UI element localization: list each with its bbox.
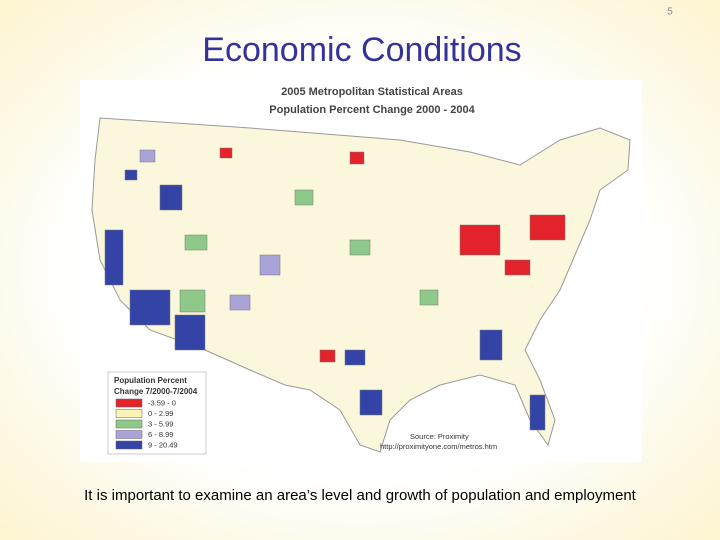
- region: [219, 147, 233, 159]
- region: [504, 259, 531, 276]
- region: [229, 294, 251, 311]
- region: [419, 289, 439, 306]
- region: [529, 394, 546, 431]
- legend-label: 3 - 5.99: [148, 419, 173, 428]
- region: [344, 349, 366, 366]
- legend-swatch: [115, 430, 143, 439]
- legend-label: 0 - 2.99: [148, 409, 173, 418]
- region: [139, 149, 156, 163]
- legend-label: 9 - 20.49: [148, 440, 178, 449]
- region: [184, 234, 208, 251]
- legend-title: Population Percent: [114, 376, 187, 385]
- map-image: 2005 Metropolitan Statistical Areas Popu…: [80, 80, 642, 462]
- legend-swatch: [115, 398, 143, 408]
- legend-swatch: [115, 440, 143, 450]
- legend-label: 6 - 8.99: [148, 430, 173, 439]
- region: [349, 239, 371, 256]
- source-url: http://proximityone.com/metros.htm: [380, 442, 497, 451]
- map-title: 2005 Metropolitan Statistical Areas: [281, 86, 463, 98]
- legend-swatch: [115, 419, 143, 429]
- region: [104, 229, 124, 286]
- legend-title: Change 7/2000-7/2004: [114, 387, 198, 396]
- region: [129, 289, 171, 326]
- map-regions: [104, 147, 566, 431]
- legend-label: -3.59 - 0: [148, 398, 176, 407]
- map-subtitle: Population Percent Change 2000 - 2004: [269, 104, 475, 116]
- region: [479, 329, 503, 361]
- caption: It is important to examine an area’s lev…: [84, 487, 637, 504]
- region: [319, 349, 336, 363]
- region: [159, 184, 183, 211]
- region: [179, 289, 206, 313]
- region: [259, 254, 281, 276]
- source: Source: Proximity: [410, 432, 469, 441]
- region: [174, 314, 206, 351]
- region: [529, 214, 566, 241]
- page-number: 5: [667, 7, 673, 18]
- region: [349, 151, 365, 165]
- region: [124, 169, 138, 181]
- legend-swatch: [115, 409, 143, 418]
- legend: Population Percent Change 7/2000-7/2004 …: [107, 371, 207, 455]
- region: [294, 189, 314, 206]
- slide-title: Economic Conditions: [202, 31, 521, 69]
- region: [359, 389, 383, 416]
- region: [459, 224, 501, 256]
